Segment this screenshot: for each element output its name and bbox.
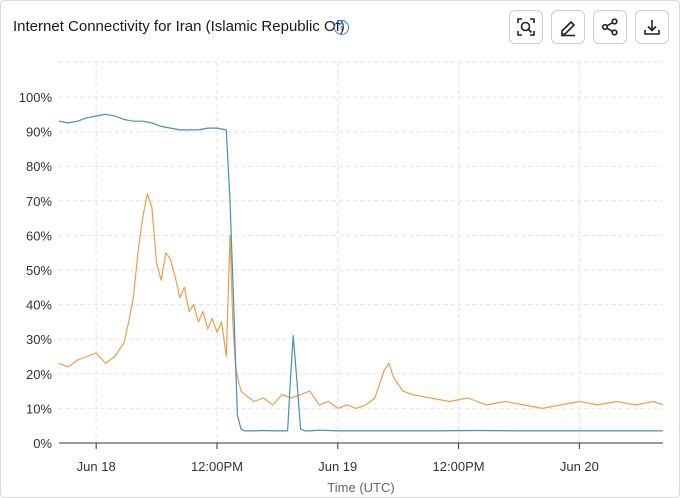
y-tick-label: 40% — [26, 298, 52, 313]
zoom-icon — [517, 18, 535, 36]
y-tick-label: 100% — [19, 90, 53, 105]
y-tick-label: 10% — [26, 401, 52, 416]
x-tick-label: Jun 18 — [77, 459, 116, 474]
x-tick-label: 12:00PM — [433, 459, 485, 474]
orange-series-line — [58, 193, 664, 409]
blue-series-line — [58, 113, 663, 432]
edit-button[interactable] — [551, 10, 585, 44]
download-button[interactable] — [635, 10, 669, 44]
share-icon — [601, 18, 618, 36]
y-tick-label: 20% — [26, 367, 52, 382]
edit-icon — [561, 21, 575, 37]
x-tick-label: 12:00PM — [191, 459, 243, 474]
download-icon — [644, 20, 660, 35]
x-tick-label: Jun 20 — [560, 459, 599, 474]
share-button[interactable] — [593, 10, 627, 44]
y-tick-label: 60% — [26, 228, 52, 243]
x-axis-title: Time (UTC) — [327, 480, 394, 495]
y-tick-label: 80% — [26, 159, 52, 174]
y-tick-label: 0% — [33, 436, 52, 451]
help-icon[interactable]: ? — [334, 20, 349, 35]
chart-title: Internet Connectivity for Iran (Islamic … — [13, 18, 345, 35]
y-tick-label: 50% — [26, 263, 52, 278]
x-tick-label: Jun 19 — [318, 459, 357, 474]
y-tick-label: 90% — [26, 125, 52, 140]
zoom-button[interactable] — [509, 10, 543, 44]
y-tick-label: 70% — [26, 194, 52, 209]
y-tick-label: 30% — [26, 332, 52, 347]
